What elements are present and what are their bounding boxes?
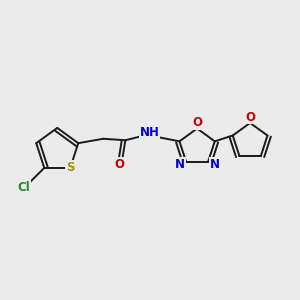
Text: N: N [175, 158, 185, 171]
Text: N: N [209, 158, 220, 171]
Text: S: S [66, 161, 74, 174]
Text: O: O [192, 116, 202, 129]
Text: Cl: Cl [17, 182, 30, 194]
Text: NH: NH [140, 126, 159, 139]
Text: O: O [114, 158, 124, 171]
Text: O: O [245, 110, 255, 124]
